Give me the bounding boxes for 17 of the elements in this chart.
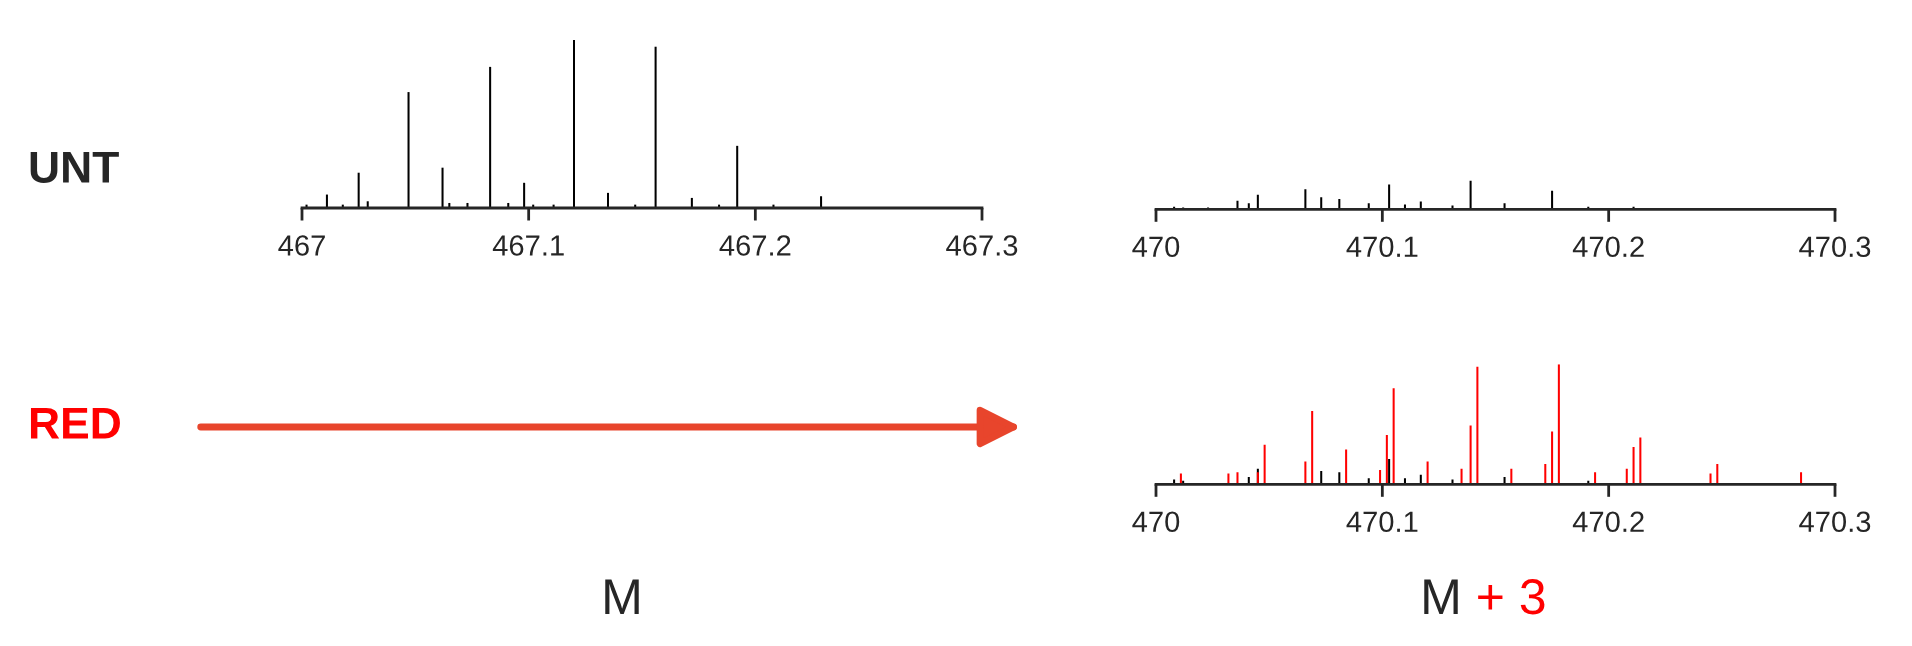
x-tick-label: 467.3 [946, 235, 1018, 256]
x-tick-label: 470.2 [1572, 236, 1644, 258]
x-tick-label: 470 [1132, 511, 1180, 533]
x-tick-label: 470.2 [1572, 511, 1644, 533]
x-tick-label: 470 [1132, 236, 1180, 258]
x-tick-label: 467 [278, 235, 325, 256]
text: + 3 [1478, 579, 1545, 615]
text: RED [30, 407, 120, 439]
x-tick-label: 470.3 [1799, 236, 1871, 258]
text: M [605, 579, 639, 614]
x-axis-title: M [1424, 579, 1458, 614]
x-tick-label: 470.1 [1346, 511, 1418, 533]
x-tick-label: 470.3 [1799, 511, 1871, 533]
x-tick-label: 467.1 [492, 235, 564, 256]
x-tick-label: 467.2 [719, 235, 791, 256]
text: UNT [30, 151, 119, 183]
x-tick-label: 470.1 [1346, 236, 1418, 258]
